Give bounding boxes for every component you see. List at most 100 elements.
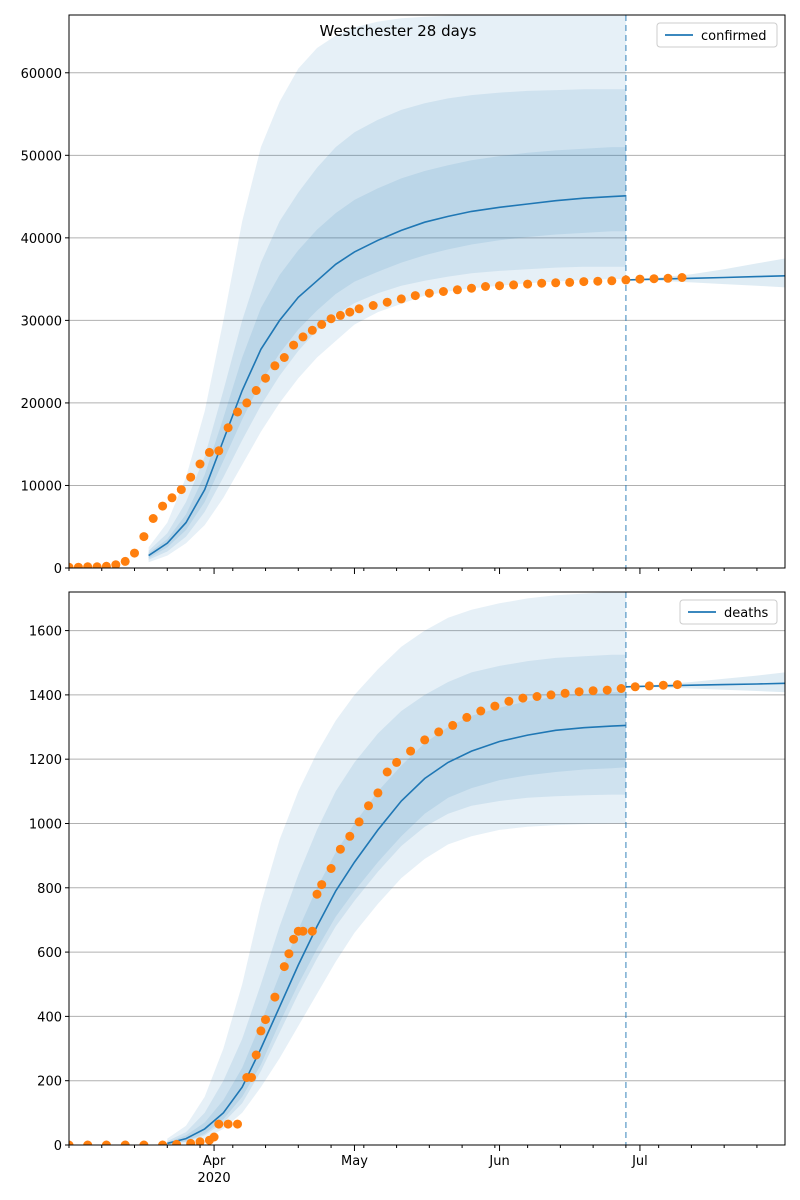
observed-point — [209, 1132, 219, 1142]
observed-point — [73, 562, 83, 568]
observed-point — [69, 1140, 74, 1145]
observed-point — [438, 287, 448, 296]
observed-point — [649, 274, 659, 284]
y-tick-label: 1400 — [29, 689, 62, 704]
y-tick-label: 10000 — [21, 479, 62, 494]
observed-point — [490, 701, 500, 711]
observed-point — [307, 325, 317, 335]
observed-point — [120, 1140, 130, 1145]
observed-point — [270, 361, 280, 371]
observed-point — [204, 447, 214, 457]
observed-point — [92, 562, 102, 568]
observed-point — [574, 687, 584, 697]
observed-point — [120, 556, 130, 566]
legend: deaths — [679, 599, 778, 625]
observed-point — [588, 686, 598, 696]
observed-point — [354, 304, 364, 314]
observed-point — [602, 685, 612, 695]
observed-point — [317, 320, 327, 329]
observed-point — [195, 1137, 205, 1145]
observed-point — [214, 446, 224, 456]
observed-point — [616, 684, 626, 693]
observed-point — [139, 532, 149, 542]
observed-point — [158, 1140, 168, 1145]
observed-point — [69, 562, 74, 568]
observed-point — [434, 727, 444, 737]
legend: confirmed — [656, 22, 778, 48]
observed-point — [167, 493, 177, 503]
observed-point — [546, 690, 556, 700]
x-tick-label: Jun — [488, 1154, 509, 1169]
confirmed-panel: 0 10000 20000 30000 40000 50000 60000 confirmed — [21, 14, 786, 577]
observed-point — [335, 844, 345, 854]
observed-point — [101, 561, 111, 568]
observed-point — [247, 1073, 256, 1082]
observed-point — [663, 273, 673, 283]
observed-point — [410, 291, 420, 301]
figure-title: Westchester 28 days — [320, 22, 477, 40]
y-tick-label: 40000 — [21, 232, 62, 247]
observed-point — [307, 926, 317, 936]
observed-point — [481, 282, 490, 291]
observed-point — [158, 501, 168, 511]
observed-point — [261, 1015, 270, 1025]
observed-point — [139, 1140, 149, 1145]
y-tick-label: 1200 — [29, 753, 62, 768]
plot-area — [69, 592, 785, 1145]
observed-point — [233, 407, 242, 417]
observed-point — [335, 310, 345, 320]
observed-point — [373, 788, 383, 798]
observed-point — [476, 706, 486, 716]
observed-point — [214, 1119, 224, 1129]
legend-label: confirmed — [701, 29, 767, 44]
observed-point — [312, 889, 322, 899]
observed-point — [593, 276, 603, 286]
observed-point — [186, 472, 196, 482]
x-tick-label: Jul — [631, 1154, 648, 1169]
y-tick-label: 400 — [37, 1010, 62, 1025]
y-tick-label: 0 — [54, 1139, 62, 1154]
observed-point — [251, 386, 261, 395]
y-tick-label: 600 — [37, 946, 62, 961]
uncertainty-band-middle — [167, 654, 626, 1145]
observed-point — [289, 934, 299, 944]
observed-point — [148, 514, 158, 523]
observed-point — [195, 459, 205, 469]
x-tick-label: Apr — [203, 1154, 226, 1169]
axes-frame — [68, 14, 786, 569]
shared-x-axis: Apr May Jun Jul 2020 — [198, 1154, 648, 1186]
x-year-label: 2020 — [198, 1171, 231, 1186]
observed-point — [289, 340, 299, 350]
observed-point — [560, 688, 570, 698]
observed-point — [630, 682, 640, 692]
observed-point — [261, 373, 270, 383]
observed-point — [172, 1139, 182, 1145]
observed-point — [523, 279, 533, 289]
observed-point — [223, 1119, 233, 1129]
axes-frame — [68, 591, 786, 1146]
observed-point — [392, 757, 402, 767]
observed-point — [509, 280, 519, 290]
observed-point — [565, 277, 575, 287]
observed-point — [518, 693, 528, 703]
observed-point — [326, 314, 336, 324]
observed-point — [551, 278, 561, 288]
y-tick-label: 30000 — [21, 314, 62, 329]
observed-point — [677, 273, 687, 282]
observed-point — [396, 294, 406, 304]
y-tick-label: 60000 — [21, 67, 62, 82]
legend-label: deaths — [724, 606, 769, 621]
observed-point — [284, 949, 294, 959]
observed-point — [368, 301, 378, 310]
observed-point — [504, 696, 514, 706]
observed-point — [317, 880, 327, 890]
observed-point — [326, 864, 336, 873]
observed-point — [270, 992, 280, 1002]
observed-point — [672, 680, 682, 690]
observed-point — [345, 307, 355, 317]
observed-point — [279, 353, 289, 362]
observed-point — [223, 423, 233, 433]
observed-point — [537, 278, 547, 288]
y-tick-label: 0 — [54, 562, 62, 577]
